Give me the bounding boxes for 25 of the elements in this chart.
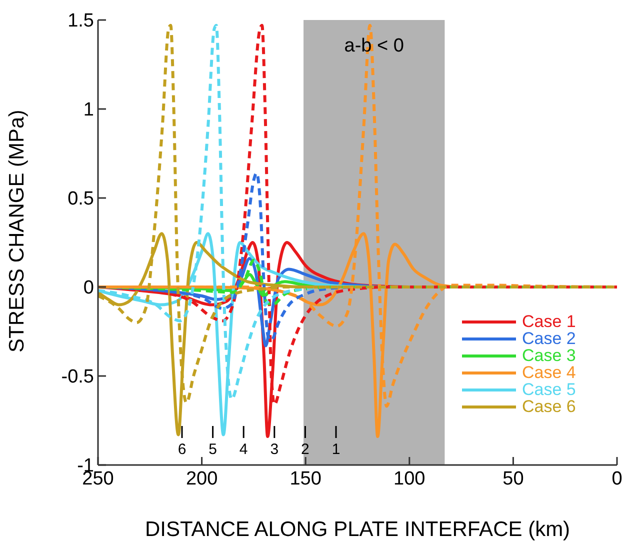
x-tick-label: 100 [394, 468, 426, 490]
annotation: 6 [178, 440, 186, 458]
annotation: 2 [301, 440, 310, 458]
x-tick-label: 200 [186, 468, 218, 490]
annotation: 3 [270, 440, 279, 458]
y-axis-title: STRESS CHANGE (MPa) [5, 110, 28, 352]
legend-label: Case 3 [522, 346, 576, 366]
band-label: a-b < 0 [344, 35, 404, 56]
x-axis-title: DISTANCE ALONG PLATE INTERFACE (km) [144, 518, 570, 541]
legend-label: Case 4 [522, 362, 576, 382]
y-tick-label: -0.5 [61, 366, 94, 388]
y-tick-label: 0.5 [68, 188, 94, 210]
x-tick-label: 50 [502, 468, 524, 490]
annotation: 1 [332, 440, 340, 458]
annotation: 5 [208, 440, 217, 458]
legend-label: Case 6 [522, 396, 576, 416]
y-tick-label: 0 [83, 278, 94, 299]
x-tick-label: 150 [290, 468, 322, 490]
y-tick-label: 1 [83, 100, 94, 121]
x-tick-label: 0 [612, 468, 622, 490]
y-tick-label: 1.5 [68, 10, 94, 32]
legend-label: Case 5 [522, 380, 576, 400]
annotation: 4 [239, 440, 248, 458]
legend-label: Case 2 [522, 328, 576, 348]
legend-label: Case 1 [522, 312, 576, 332]
